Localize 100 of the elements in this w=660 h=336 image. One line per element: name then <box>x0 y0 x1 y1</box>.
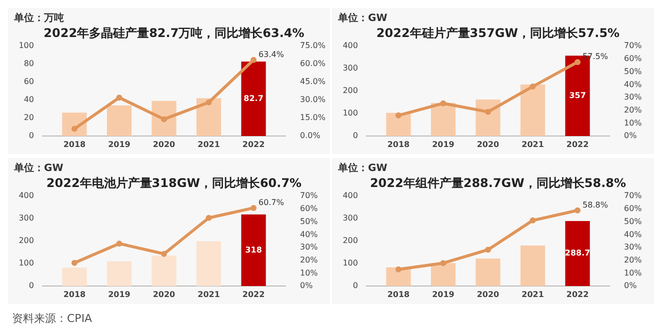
y2-tick-label: 40% <box>300 230 318 239</box>
data-label: 357 <box>569 91 586 100</box>
y2-tick-label: 40% <box>624 230 642 239</box>
y2-tick-label: 60% <box>300 204 318 214</box>
y-tick-label: 0 <box>352 131 358 140</box>
bar <box>241 214 266 286</box>
bar <box>152 256 176 286</box>
y2-tick-label: 50% <box>624 66 642 76</box>
data-label: 60.7% <box>258 198 284 207</box>
y2-tick-label: 15.0% <box>300 113 326 122</box>
point <box>71 126 78 132</box>
x-tick-label: 2021 <box>522 140 544 149</box>
bar <box>196 98 222 136</box>
chart-title: 2022年组件产量288.7GW，同比增长58.8% <box>370 176 626 190</box>
bar <box>106 261 132 286</box>
y-tick-label: 0 <box>28 281 34 290</box>
x-tick-label: 2022 <box>242 290 265 299</box>
y2-tick-label: 70% <box>300 191 318 200</box>
point <box>440 260 446 266</box>
x-tick-label: 2019 <box>108 140 131 149</box>
data-label: 58.8% <box>582 200 608 210</box>
bar <box>520 84 546 136</box>
y-axis-title: 单位：GW <box>13 162 64 174</box>
data-label: 57.5% <box>582 52 608 62</box>
chart-title: 2022年多晶硅产量82.7万吨，同比增长63.4% <box>44 26 304 40</box>
x-tick-label: 2018 <box>387 140 410 149</box>
y2-tick-label: 0% <box>624 281 638 290</box>
y2-tick-label: 10% <box>300 268 318 278</box>
x-tick-label: 2019 <box>432 140 455 149</box>
point <box>116 94 122 101</box>
x-tick-label: 2022 <box>242 140 265 149</box>
y-tick-label: 300 <box>342 214 358 223</box>
y-tick-label: 200 <box>342 236 358 246</box>
x-tick-label: 2022 <box>566 140 589 149</box>
y2-tick-label: 75.0% <box>300 41 326 50</box>
point <box>530 84 536 90</box>
y2-tick-label: 10% <box>624 268 642 278</box>
chart-title: 2022年硅片产量357GW，同比增长57.5% <box>376 26 620 40</box>
y2-tick-label: 40% <box>624 80 642 89</box>
data-label: 82.7 <box>244 94 264 103</box>
data-label: 288.7 <box>564 248 590 258</box>
x-tick-label: 2022 <box>566 290 589 299</box>
y2-tick-label: 0% <box>300 281 314 290</box>
point <box>485 246 491 253</box>
y-tick-label: 80 <box>24 59 34 68</box>
x-tick-label: 2021 <box>198 290 220 299</box>
point <box>395 112 402 118</box>
y2-tick-label: 0% <box>624 131 638 140</box>
x-tick-label: 2020 <box>152 140 176 149</box>
y-tick-label: 100 <box>342 108 358 118</box>
y2-tick-label: 60.0% <box>300 59 326 68</box>
bar <box>565 221 590 286</box>
y-tick-label: 400 <box>342 41 358 50</box>
chart-title: 2022年电池片产量318GW，同比增长60.7% <box>46 176 302 190</box>
point <box>530 217 536 224</box>
y2-tick-label: 20% <box>300 255 318 264</box>
y2-tick-label: 45.0% <box>300 77 326 86</box>
y2-tick-label: 60% <box>624 204 642 214</box>
y-tick-label: 60 <box>24 77 34 86</box>
y2-tick-label: 30% <box>300 242 318 252</box>
y-tick-label: 300 <box>18 214 34 223</box>
x-tick-label: 2018 <box>63 290 86 299</box>
y2-tick-label: 50% <box>624 216 642 226</box>
y2-tick-label: 0.0% <box>300 131 321 140</box>
x-tick-label: 2021 <box>522 290 544 299</box>
x-tick-label: 2019 <box>108 290 131 299</box>
bar <box>241 62 266 136</box>
text: 资料来源：CPIA <box>12 312 93 325</box>
x-tick-label: 2020 <box>152 290 176 299</box>
data-label: 318 <box>245 245 262 254</box>
y-tick-label: 300 <box>342 64 358 73</box>
y-tick-label: 100 <box>18 41 34 50</box>
x-tick-label: 2020 <box>476 290 500 299</box>
point <box>395 266 402 272</box>
point <box>161 250 167 257</box>
data-label: 63.4% <box>258 50 284 59</box>
x-tick-label: 2021 <box>198 140 220 149</box>
y-axis-title: 单位：GW <box>337 12 388 24</box>
y2-tick-label: 50% <box>300 216 318 226</box>
y-tick-label: 400 <box>342 191 358 200</box>
point <box>574 59 581 66</box>
point <box>161 116 167 122</box>
point <box>206 99 212 106</box>
x-tick-label: 2018 <box>63 140 86 149</box>
point <box>206 214 212 221</box>
y-tick-label: 40 <box>24 95 34 104</box>
y-tick-label: 400 <box>18 191 34 200</box>
x-tick-label: 2020 <box>476 140 500 149</box>
x-tick-label: 2018 <box>387 290 410 299</box>
y2-tick-label: 70% <box>624 41 642 50</box>
point <box>250 204 257 211</box>
y-axis-title: 单位：GW <box>337 162 388 174</box>
y-tick-label: 0 <box>352 281 358 290</box>
y2-tick-label: 60% <box>624 54 642 64</box>
y-tick-label: 100 <box>18 258 34 268</box>
y-tick-label: 0 <box>28 131 34 140</box>
bar <box>520 246 546 286</box>
point <box>440 100 446 106</box>
point <box>250 56 257 63</box>
y2-tick-label: 20% <box>624 105 642 114</box>
